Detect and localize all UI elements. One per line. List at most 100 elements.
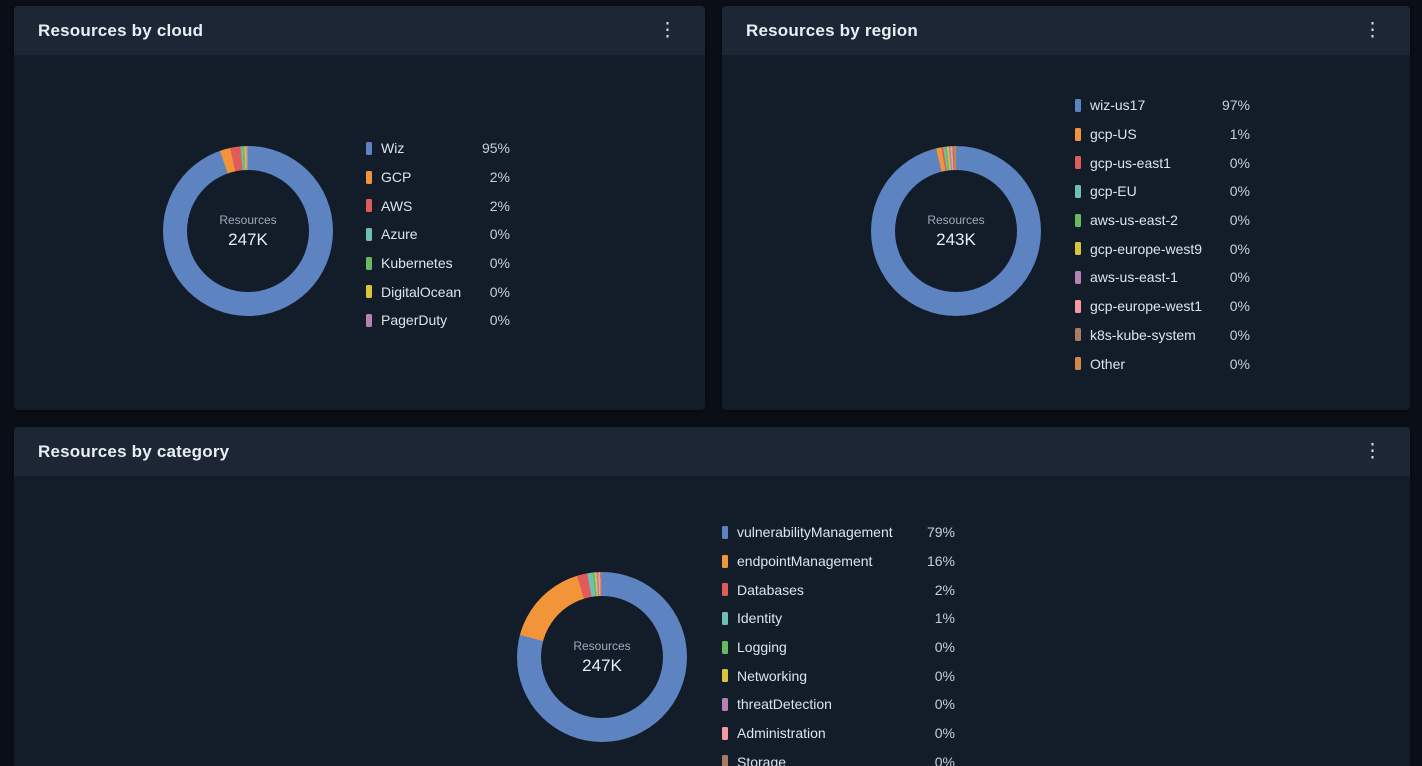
donut-center: Resources 247K: [541, 596, 663, 718]
legend-swatch-icon: [722, 697, 728, 711]
legend-swatch-icon: [1075, 98, 1081, 112]
legend-swatch-icon: [722, 669, 728, 683]
legend-swatch-icon: [1075, 156, 1081, 170]
legend-percent: 97%: [1221, 97, 1250, 114]
legend-label: aws-us-east-2: [1090, 212, 1178, 229]
legend-swatch-icon: [366, 199, 372, 213]
legend-percent: 0%: [1229, 355, 1250, 372]
legend-item[interactable]: gcp-europe-west1 0%: [1075, 292, 1250, 321]
legend-swatch-icon: [722, 611, 728, 625]
legend-swatch-icon: [1075, 357, 1081, 371]
legend-item[interactable]: Databases 2%: [722, 575, 955, 604]
legend-swatch-icon: [1075, 184, 1081, 198]
donut-center: Resources 243K: [895, 170, 1017, 292]
card-resources-by-cloud: Resources by cloud ⋮ Resources 247K Wiz 9…: [14, 6, 705, 410]
legend-item[interactable]: k8s-kube-system 0%: [1075, 321, 1250, 350]
legend-swatch-icon: [366, 227, 372, 241]
legend-label: DigitalOcean: [381, 283, 462, 300]
legend-percent: 0%: [489, 312, 510, 329]
legend-percent: 0%: [1229, 183, 1250, 200]
legend-item[interactable]: Kubernetes 0%: [366, 249, 510, 278]
legend-item[interactable]: gcp-europe-west9 0%: [1075, 234, 1250, 263]
legend-swatch-icon: [366, 285, 372, 299]
legend-label: GCP: [381, 169, 412, 186]
legend-swatch-icon: [366, 256, 372, 270]
donut-center-value: 243K: [936, 229, 976, 249]
legend-swatch-icon: [1075, 213, 1081, 227]
card-body: Resources 247K Wiz 95% GCP 2% AWS 2% Azure 0% Ku…: [14, 56, 705, 410]
legend-label: PagerDuty: [381, 312, 448, 329]
legend-swatch-icon: [722, 554, 728, 568]
card-title: Resources by region: [746, 20, 918, 40]
legend-label: Azure: [381, 226, 418, 243]
legend-label: gcp-europe-west1: [1090, 298, 1203, 315]
card-header: Resources by cloud ⋮: [14, 6, 705, 56]
legend-label: gcp-us-east1: [1090, 154, 1171, 171]
legend-swatch-icon: [366, 141, 372, 155]
card-body: Resources 243K wiz-us17 97% gcp-US 1% gcp-us…: [722, 56, 1410, 410]
legend-label: Wiz: [381, 140, 405, 157]
legend-label: endpointManagement: [737, 553, 873, 570]
legend-item[interactable]: Wiz 95%: [366, 134, 510, 163]
legend-percent: 95%: [481, 140, 510, 157]
legend-item[interactable]: Storage 0%: [722, 748, 955, 766]
legend-item[interactable]: threatDetection 0%: [722, 690, 955, 719]
donut-chart-region[interactable]: Resources 243K: [871, 146, 1041, 316]
legend-label: Databases: [737, 581, 804, 598]
card-header: Resources by region ⋮: [722, 6, 1410, 56]
legend-label: wiz-us17: [1090, 97, 1146, 114]
legend-item[interactable]: gcp-EU 0%: [1075, 177, 1250, 206]
donut-center-label: Resources: [219, 212, 277, 227]
legend-percent: 2%: [934, 581, 955, 598]
legend-item[interactable]: gcp-US 1%: [1075, 120, 1250, 149]
legend-percent: 0%: [1229, 269, 1250, 286]
card-resources-by-category: Resources by category ⋮ Resources 247K v…: [14, 427, 1410, 766]
legend-percent: 0%: [1229, 298, 1250, 315]
legend-item[interactable]: AWS 2%: [366, 191, 510, 220]
legend-label: Other: [1090, 355, 1126, 372]
donut-chart-cloud[interactable]: Resources 247K: [163, 146, 333, 316]
legend-item[interactable]: Administration 0%: [722, 719, 955, 748]
chart-legend-region: wiz-us17 97% gcp-US 1% gcp-us-east1 0% gcp-EU 0…: [1075, 91, 1250, 378]
legend-label: AWS: [381, 197, 413, 214]
legend-swatch-icon: [1075, 127, 1081, 141]
legend-item[interactable]: endpointManagement 16%: [722, 547, 955, 576]
kebab-menu-button[interactable]: ⋮: [650, 18, 685, 43]
legend-swatch-icon: [722, 525, 728, 539]
legend-item[interactable]: aws-us-east-2 0%: [1075, 206, 1250, 235]
card-header: Resources by category ⋮: [14, 427, 1410, 477]
legend-item[interactable]: Other 0%: [1075, 349, 1250, 378]
legend-label: gcp-europe-west9: [1090, 240, 1203, 257]
legend-swatch-icon: [1075, 328, 1081, 342]
legend-label: Identity: [737, 610, 783, 627]
legend-item[interactable]: Azure 0%: [366, 220, 510, 249]
legend-percent: 0%: [1229, 326, 1250, 343]
donut-chart-category[interactable]: Resources 247K: [517, 572, 687, 742]
legend-percent: 0%: [489, 226, 510, 243]
legend-label: Storage: [737, 753, 787, 766]
legend-item[interactable]: gcp-us-east1 0%: [1075, 148, 1250, 177]
legend-item[interactable]: vulnerabilityManagement 79%: [722, 518, 955, 547]
legend-item[interactable]: DigitalOcean 0%: [366, 277, 510, 306]
legend-swatch-icon: [1075, 299, 1081, 313]
kebab-menu-icon: ⋮: [658, 20, 677, 41]
legend-item[interactable]: wiz-us17 97%: [1075, 91, 1250, 120]
legend-percent: 1%: [1229, 126, 1250, 143]
legend-percent: 1%: [934, 610, 955, 627]
legend-label: Networking: [737, 667, 808, 684]
legend-percent: 0%: [1229, 240, 1250, 257]
legend-item[interactable]: Networking 0%: [722, 661, 955, 690]
legend-item[interactable]: PagerDuty 0%: [366, 306, 510, 335]
legend-label: Administration: [737, 725, 826, 742]
legend-item[interactable]: Identity 1%: [722, 604, 955, 633]
legend-label: gcp-EU: [1090, 183, 1137, 200]
legend-label: k8s-kube-system: [1090, 326, 1196, 343]
legend-item[interactable]: aws-us-east-1 0%: [1075, 263, 1250, 292]
legend-swatch-icon: [722, 726, 728, 740]
legend-item[interactable]: GCP 2%: [366, 163, 510, 192]
kebab-menu-button[interactable]: ⋮: [1355, 439, 1390, 464]
legend-swatch-icon: [366, 313, 372, 327]
legend-item[interactable]: Logging 0%: [722, 633, 955, 662]
kebab-menu-button[interactable]: ⋮: [1355, 18, 1390, 43]
donut-center-label: Resources: [573, 638, 631, 653]
